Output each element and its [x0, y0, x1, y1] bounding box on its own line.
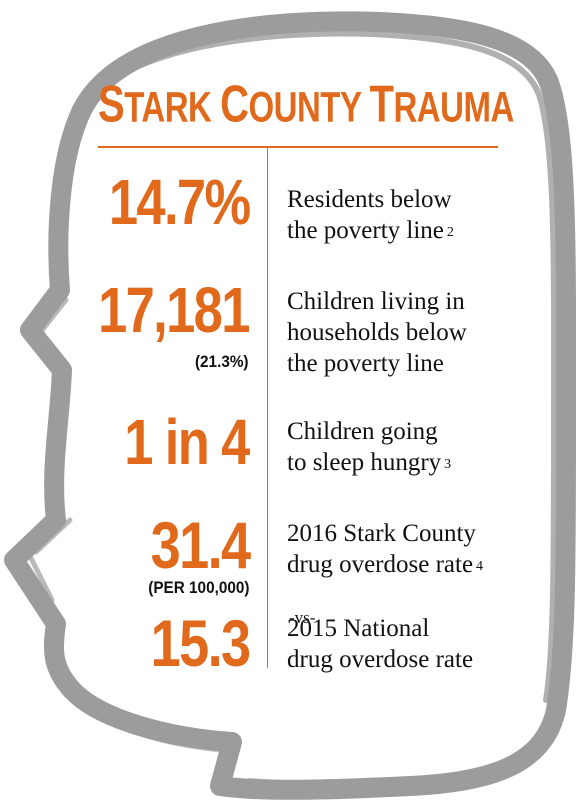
stat-poverty-rate: 14.7% [108, 166, 250, 238]
desc-line: Children going [287, 418, 438, 445]
desc-poverty-rate: Residents below the poverty line 2 [287, 184, 454, 246]
desc-line: Children living in [287, 288, 465, 315]
desc-line: to sleep hungry 3 [287, 449, 452, 476]
title-word-2-rest: OUNTY [248, 82, 361, 131]
title-word-1-rest: TARK [124, 82, 212, 131]
footnote-ref: 3 [444, 457, 452, 472]
title-word-3-cap: T [369, 76, 394, 134]
desc-line: Residents below [287, 186, 452, 213]
desc-line: 2015 National [287, 615, 430, 642]
stat-stark-overdose: 31.4 [150, 508, 250, 582]
stat-children-poverty: 17,181 [98, 274, 250, 346]
column-divider [267, 148, 268, 668]
stat-national-overdose: 15.3 [150, 606, 250, 680]
desc-line: 2016 Stark County [287, 520, 476, 547]
stat-overdose-unit: (PER 100,000) [147, 578, 249, 597]
footnote-ref: 4 [476, 559, 484, 574]
footnote-ref: 2 [446, 225, 454, 240]
desc-hungry-children: Children going to sleep hungry 3 [287, 416, 451, 478]
desc-stark-overdose: 2016 Stark County drug overdose rate 4 [287, 518, 483, 580]
desc-line: drug overdose rate 4 [287, 551, 484, 578]
title-word-2-cap: C [220, 76, 249, 134]
title-word-1-cap: S [98, 76, 125, 134]
desc-line: the poverty line [287, 350, 444, 377]
stat-children-poverty-percent: (21.3%) [195, 352, 249, 371]
desc-children-poverty: Children living in households below the … [287, 286, 467, 379]
page-title: STARK COUNTY TRAUMA [98, 76, 514, 149]
versus-label: -vs- [289, 608, 316, 627]
desc-line: drug overdose rate [287, 646, 474, 673]
title-divider [98, 146, 498, 148]
desc-line: households below [287, 319, 467, 346]
stat-hungry-children: 1 in 4 [124, 406, 251, 478]
title-word-3-rest: RAUMA [393, 82, 514, 131]
desc-line: the poverty line 2 [287, 217, 454, 244]
desc-national-overdose: 2015 National drug overdose rate [287, 613, 473, 675]
